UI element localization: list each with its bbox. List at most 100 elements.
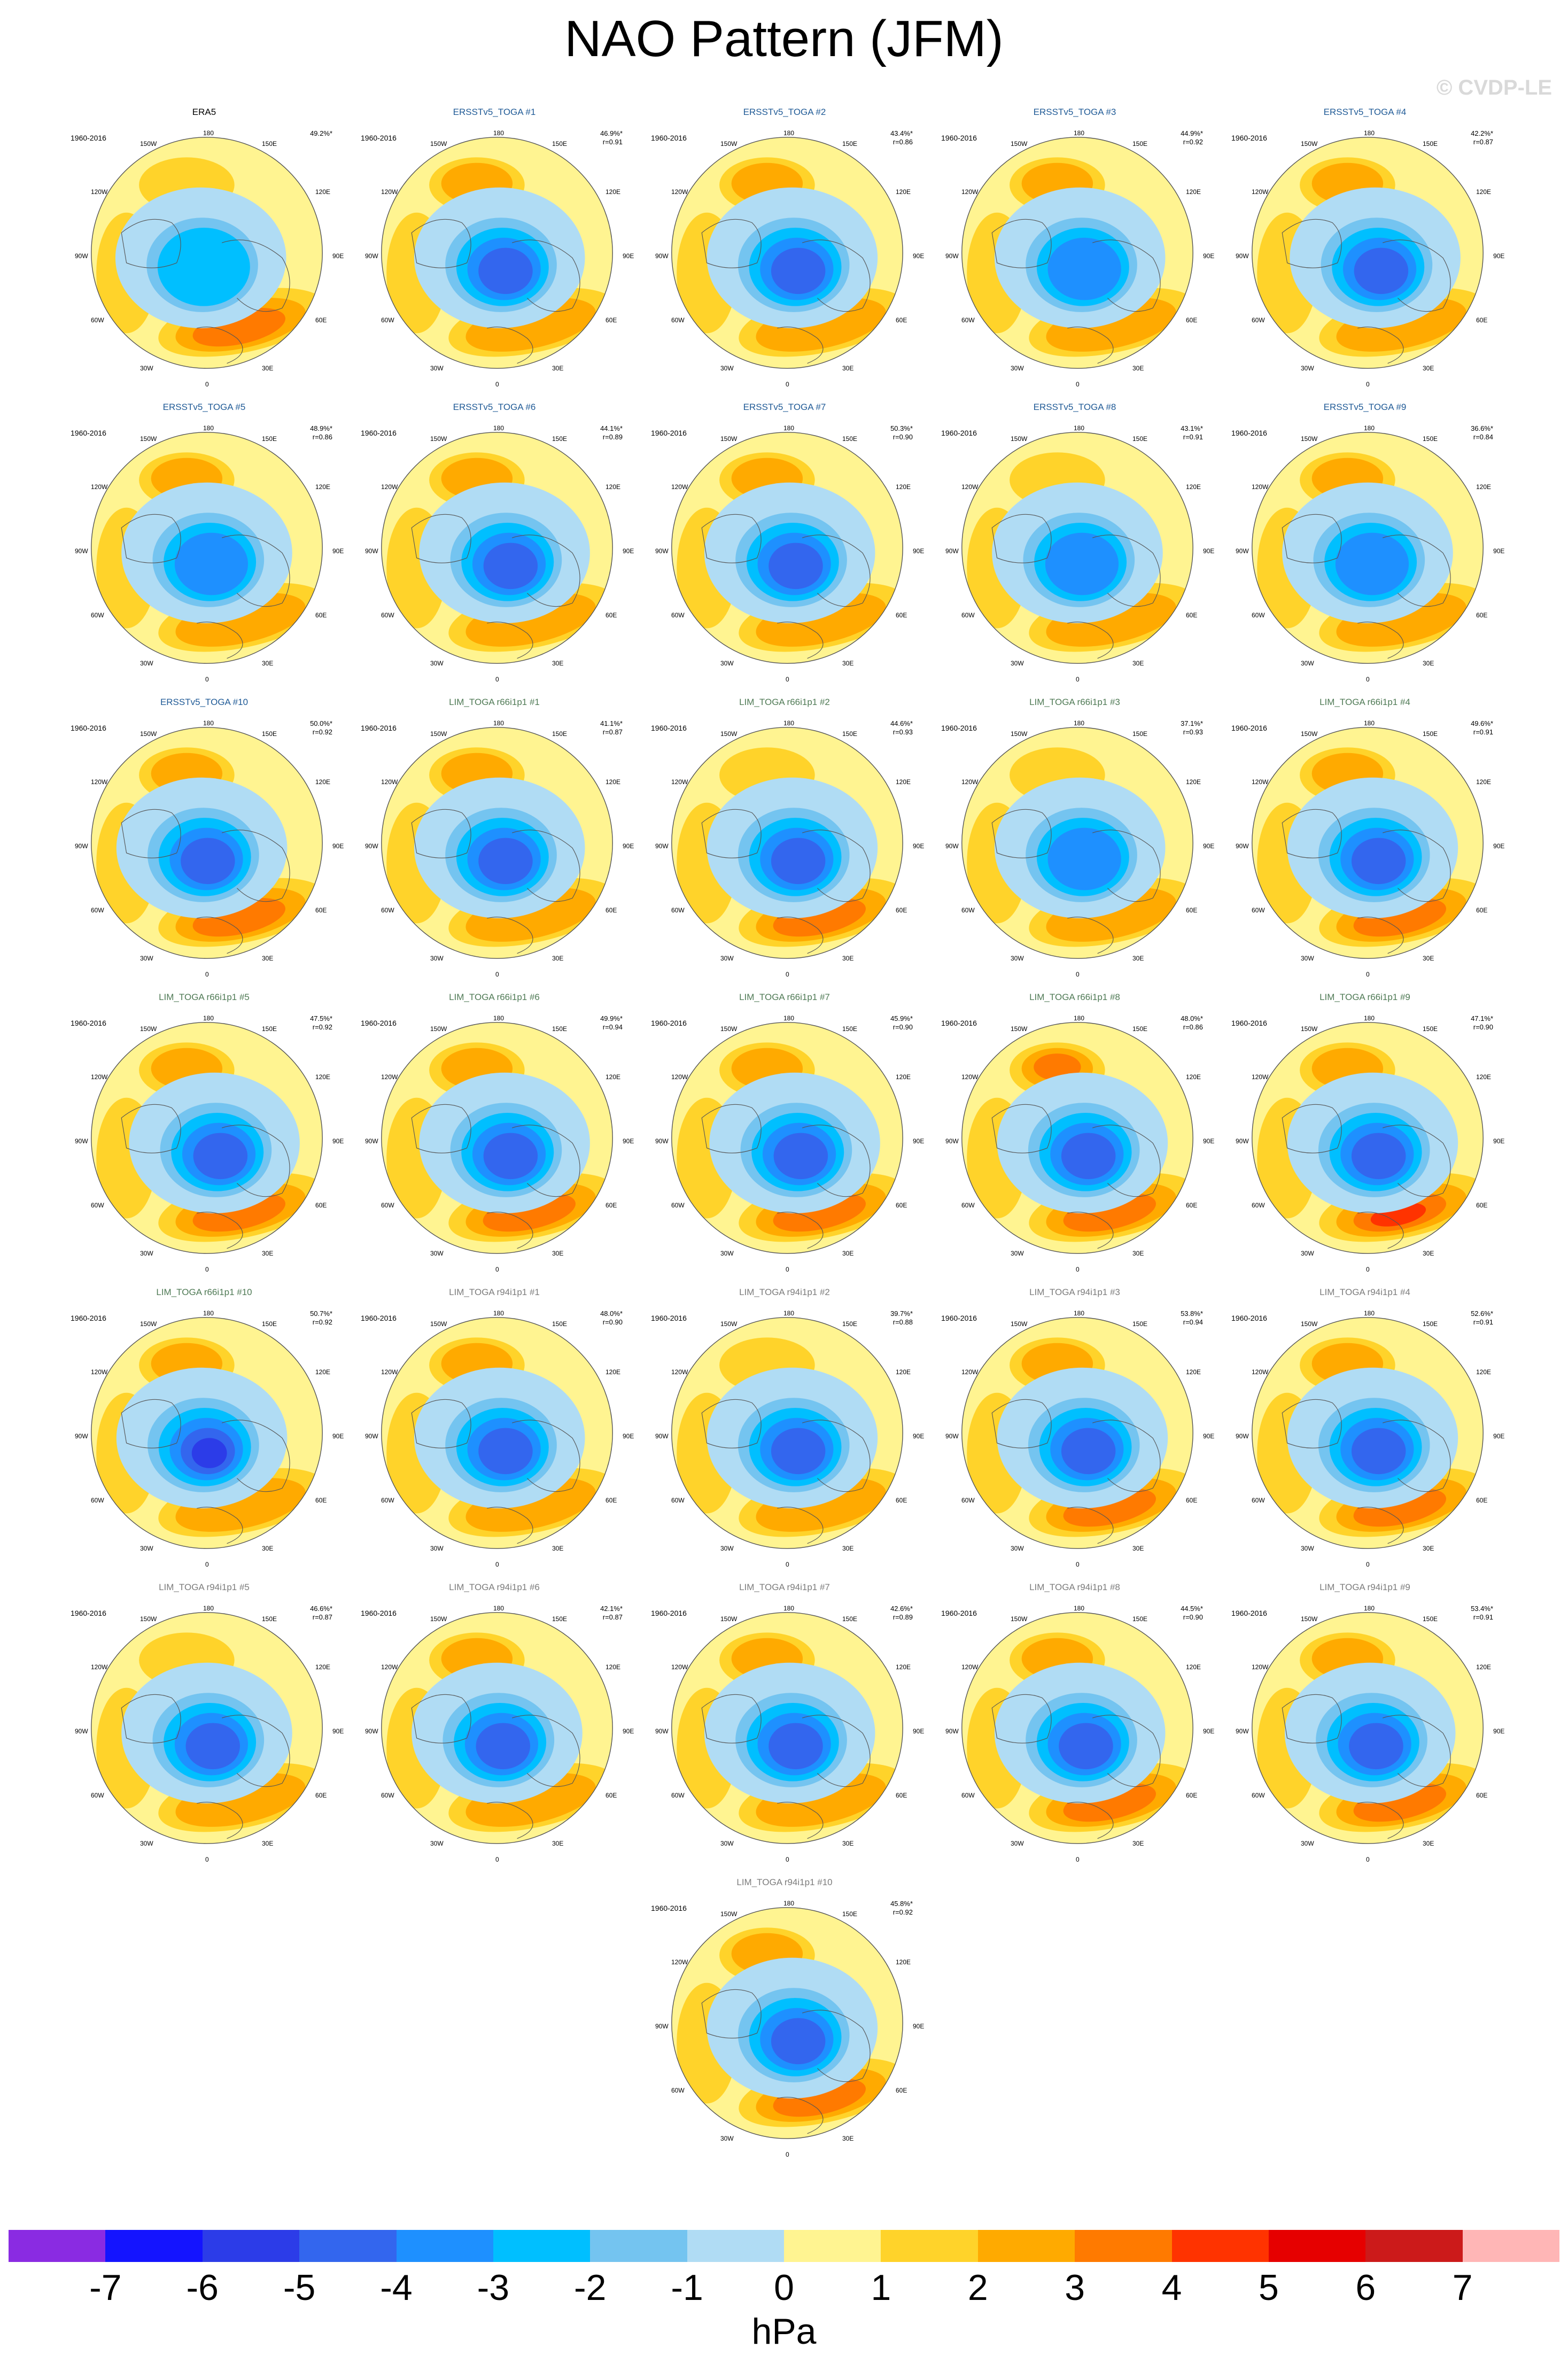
panel-title: LIM_TOGA r66i1p1 #3 [1029, 697, 1120, 707]
longitude-label: 60E [1476, 316, 1488, 324]
longitude-label: 150W [140, 730, 157, 738]
coastline [777, 2097, 824, 2134]
colorbar-tick-label: -7 [89, 2267, 122, 2308]
longitude-label: 90E [913, 1432, 925, 1440]
panel-title: LIM_TOGA r94i1p1 #3 [1029, 1287, 1120, 1297]
longitude-label: 150W [430, 435, 447, 443]
period-label: 1960-2016 [71, 429, 106, 437]
map-boundary [381, 727, 613, 959]
coastline [411, 514, 471, 563]
longitude-label: 60E [896, 2087, 907, 2094]
longitude-label: 60W [381, 611, 394, 619]
longitude-label: 30E [262, 1545, 274, 1552]
longitude-label: 60W [671, 907, 685, 914]
colorbar-segment [299, 2230, 397, 2262]
colorbar-segment [977, 2230, 1075, 2262]
pattern-correlation: r=0.90 [602, 1318, 623, 1326]
map-panel: LIM_TOGA r66i1p1 #8 1960-2016 48.0%* r=0.86… [936, 992, 1214, 1281]
longitude-label: 90W [655, 1432, 669, 1440]
panel-title: LIM_TOGA r66i1p1 #1 [449, 697, 540, 707]
longitude-label: 60E [1476, 1792, 1488, 1799]
colorbar-tick-label: 0 [774, 2267, 794, 2308]
panel-title: ERSSTv5_TOGA #10 [160, 697, 249, 707]
coastline [1357, 622, 1404, 659]
longitude-label: 60E [315, 907, 327, 914]
longitude-label: 150E [552, 435, 568, 443]
longitude-label: 60W [381, 1792, 394, 1799]
longitude-label: 90W [365, 842, 378, 850]
map-panel: LIM_TOGA r94i1p1 #9 1960-2016 53.4%* r=0.91… [1226, 1582, 1504, 1871]
coastline [487, 1802, 533, 1839]
coastline [1383, 534, 1451, 607]
polar-low-contour [478, 1428, 533, 1475]
pattern-correlation: r=0.88 [892, 1318, 913, 1326]
pattern-correlation: r=0.91 [602, 138, 623, 146]
coastline [1092, 239, 1161, 312]
longitude-label: 90E [623, 1137, 634, 1145]
panel-title: ERSSTv5_TOGA #3 [1033, 107, 1116, 117]
longitude-label: 60W [961, 1202, 975, 1209]
longitude-label: 120W [381, 1368, 398, 1376]
pattern-correlation: r=0.92 [892, 1908, 913, 1916]
period-label: 1960-2016 [1231, 429, 1267, 437]
coastline [701, 1989, 762, 2039]
longitude-label: 60W [1252, 611, 1265, 619]
map-panel: ERSSTv5_TOGA #9 1960-2016 36.6%* r=0.84 180 1… [1226, 402, 1504, 691]
longitude-label: 60W [381, 907, 394, 914]
coastline [1092, 830, 1161, 902]
longitude-label: 60E [315, 1792, 327, 1799]
period-label: 1960-2016 [651, 1609, 687, 1617]
pattern-correlation: r=0.91 [1473, 1318, 1493, 1326]
polar-low-contour [1351, 1428, 1406, 1475]
longitude-label: 120E [606, 483, 621, 491]
longitude-label: 30W [1301, 1250, 1314, 1257]
coastline [991, 809, 1052, 858]
longitude-label: 120W [91, 188, 108, 196]
longitude-label: 30W [720, 2135, 734, 2142]
variance-explained: 49.2%* [310, 129, 332, 137]
map-panel: ERSSTv5_TOGA #6 1960-2016 44.1%* r=0.89 180 1… [355, 402, 634, 691]
pattern-correlation: r=0.87 [312, 1613, 332, 1621]
colorbar-tick-label: -5 [283, 2267, 316, 2308]
polar-low-contour [769, 543, 823, 590]
longitude-label: 150E [1423, 1320, 1438, 1328]
coastline [802, 1420, 871, 1492]
longitude-label: 120W [671, 1663, 688, 1671]
longitude-label: 120E [1186, 1368, 1201, 1376]
longitude-label: 120E [1476, 483, 1492, 491]
longitude-label: 120E [315, 778, 331, 786]
panel-title: LIM_TOGA r66i1p1 #4 [1319, 697, 1410, 707]
colorbar-tick-label: 3 [1065, 2267, 1085, 2308]
variance-explained: 43.4%* [890, 129, 913, 137]
variance-explained: 53.4%* [1471, 1605, 1493, 1613]
polar-low-contour [476, 1723, 531, 1770]
longitude-label: 150E [842, 730, 858, 738]
map-panel: ERA5 1960-2016 49.2%* 180 150W 150E 120W 120E 90… [65, 107, 344, 396]
longitude-label: 90E [1203, 842, 1215, 850]
longitude-label: 60W [671, 1497, 685, 1504]
map-panel: LIM_TOGA r66i1p1 #3 1960-2016 37.1%* r=0.93… [936, 697, 1214, 986]
longitude-label: 0 [495, 1561, 499, 1568]
polar-map [671, 137, 903, 369]
pattern-correlation: r=0.92 [312, 728, 332, 736]
polar-map [671, 1022, 903, 1254]
colorbar-tick-label: -1 [671, 2267, 703, 2308]
longitude-label: 120E [1186, 778, 1201, 786]
longitude-label: 30E [552, 660, 564, 667]
map-boundary [91, 1612, 323, 1844]
longitude-label: 150W [720, 730, 738, 738]
longitude-label: 90E [913, 842, 925, 850]
longitude-label: 150E [552, 140, 568, 148]
longitude-label: 60W [381, 316, 394, 324]
variance-explained: 41.1%* [600, 719, 623, 727]
longitude-label: 30E [552, 1840, 564, 1847]
period-label: 1960-2016 [1231, 724, 1267, 732]
longitude-label: 30E [842, 955, 854, 962]
longitude-label: 30E [1132, 955, 1144, 962]
coastline [197, 622, 243, 659]
longitude-label: 30W [1301, 365, 1314, 372]
longitude-label: 90W [945, 547, 959, 555]
longitude-label: 120E [896, 1663, 911, 1671]
coastline [1357, 1802, 1404, 1839]
longitude-label: 30E [262, 1250, 274, 1257]
